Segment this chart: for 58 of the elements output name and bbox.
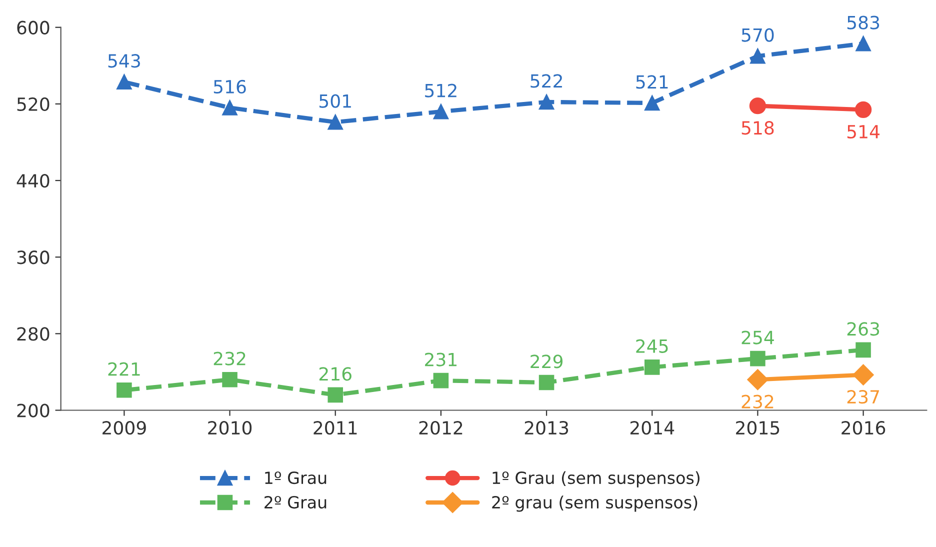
- data-label: 516: [214, 80, 246, 94]
- y-tick-label: 600: [17, 20, 50, 34]
- data-label: 501: [320, 94, 351, 108]
- data-label: 518: [742, 121, 774, 135]
- point: [433, 372, 449, 388]
- x-tick-label: 2012: [419, 420, 462, 435]
- data-label: 231: [425, 352, 457, 366]
- data-label: 514: [847, 125, 880, 139]
- point: [116, 382, 132, 398]
- data-label: 263: [847, 322, 880, 336]
- point: [854, 101, 872, 118]
- data-label: 232: [742, 394, 774, 408]
- x-tick-label: 2015: [736, 420, 780, 435]
- legend-label: 1º Grau: [265, 471, 326, 484]
- data-label: 237: [847, 390, 879, 404]
- point: [433, 104, 449, 120]
- data-label: 522: [530, 74, 562, 88]
- point: [328, 114, 343, 130]
- data-label: 229: [530, 354, 562, 368]
- y-tick-label: 280: [17, 327, 50, 341]
- data-label: 245: [636, 339, 668, 353]
- point: [856, 36, 871, 52]
- point: [644, 95, 660, 111]
- point: [538, 94, 554, 110]
- x-tick-label: 2013: [524, 420, 568, 435]
- point: [222, 372, 238, 388]
- legend-label: 2º grau (sem suspensos): [492, 496, 698, 512]
- data-label: 570: [742, 28, 774, 42]
- point: [538, 374, 554, 390]
- point: [644, 360, 660, 375]
- y-tick-label: 200: [17, 404, 50, 418]
- data-label: 512: [425, 84, 456, 98]
- point: [852, 364, 874, 386]
- x-tick-label: 2011: [314, 420, 357, 435]
- point: [328, 387, 343, 403]
- data-label: 221: [108, 362, 140, 376]
- data-label: 543: [108, 54, 140, 68]
- data-label: 232: [214, 352, 246, 366]
- y-tick-label: 360: [17, 250, 50, 264]
- data-label: 583: [847, 16, 880, 30]
- point: [222, 100, 238, 116]
- point: [116, 74, 132, 90]
- point: [749, 98, 766, 114]
- point: [856, 342, 871, 358]
- legend-label: 1º Grau (sem suspensos): [492, 471, 700, 488]
- data-label: 254: [742, 330, 774, 344]
- point: [747, 369, 768, 390]
- x-tick-label: 2009: [102, 420, 146, 435]
- point: [750, 48, 766, 64]
- legend-label: 2º Grau: [264, 496, 326, 509]
- x-tick-label: 2010: [208, 420, 252, 435]
- y-tick-label: 440: [16, 174, 50, 188]
- data-label: 521: [636, 75, 668, 89]
- x-tick-label: 2014: [630, 420, 674, 435]
- y-tick-label: 520: [17, 97, 50, 112]
- x-tick-label: 2016: [842, 420, 886, 435]
- data-label: 216: [319, 367, 352, 381]
- point: [750, 350, 766, 366]
